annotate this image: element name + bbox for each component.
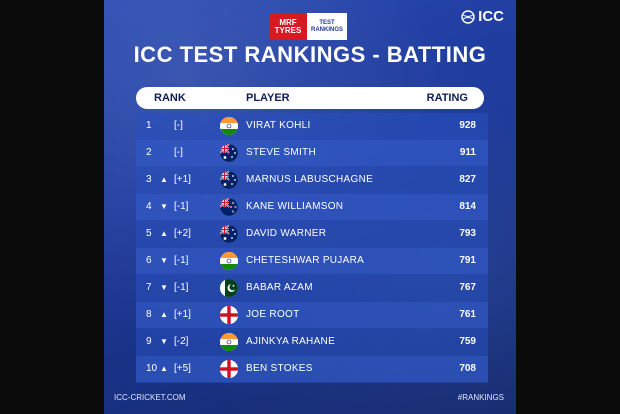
movement-arrow-icon: ▲ bbox=[160, 364, 168, 373]
rating-cell: 814 bbox=[459, 201, 476, 212]
rank-cell: 7 bbox=[146, 282, 152, 293]
table-row: 10 ▲ [+5] Ben Stokes 708 bbox=[136, 356, 488, 382]
australia-flag-icon bbox=[220, 171, 238, 189]
new-zealand-flag-icon bbox=[220, 198, 238, 216]
movement-cell: [-] bbox=[174, 120, 183, 131]
movement-arrow-icon: ▼ bbox=[160, 256, 168, 265]
player-name: Joe Root bbox=[246, 309, 300, 320]
movement-arrow-icon: ▼ bbox=[160, 337, 168, 346]
player-name: Cheteshwar Pujara bbox=[246, 255, 365, 266]
movement-cell: [-1] bbox=[174, 255, 189, 266]
movement-cell: [+1] bbox=[174, 174, 191, 185]
icc-logo: ICC bbox=[461, 8, 504, 25]
table-header: RANK PLAYER RATING bbox=[136, 87, 484, 109]
table-row: 5 ▲ [+2] David Warner 793 bbox=[136, 221, 488, 247]
footer: ICC-CRICKET.COM #RANKINGS bbox=[104, 393, 516, 407]
movement-arrow-icon: ▲ bbox=[160, 310, 168, 319]
england-flag-icon bbox=[220, 360, 238, 378]
australia-flag-icon bbox=[220, 144, 238, 162]
movement-cell: [+5] bbox=[174, 363, 191, 374]
player-name: Kane Williamson bbox=[246, 201, 344, 212]
player-name: Virat Kohli bbox=[246, 120, 311, 131]
england-flag-icon bbox=[220, 306, 238, 324]
website-url: ICC-CRICKET.COM bbox=[114, 393, 186, 402]
table-row: 1 [-] Virat Kohli 928 bbox=[136, 113, 488, 139]
hashtag: #RANKINGS bbox=[457, 393, 504, 402]
sponsor-logo: MRF TYRES TEST RANKINGS bbox=[269, 13, 347, 40]
test-rankings-logo: TEST RANKINGS bbox=[307, 13, 347, 40]
india-flag-icon bbox=[220, 117, 238, 135]
rankings-card: MRF TYRES TEST RANKINGS ICC ICC TEST RAN… bbox=[104, 0, 516, 414]
rank-cell: 2 bbox=[146, 147, 152, 158]
rating-cell: 911 bbox=[459, 147, 476, 158]
movement-arrow-icon: ▼ bbox=[160, 202, 168, 211]
page-title: ICC TEST RANKINGS - BATTING bbox=[133, 42, 487, 67]
rating-cell: 759 bbox=[459, 336, 476, 347]
india-flag-icon bbox=[220, 252, 238, 270]
player-name: Steve Smith bbox=[246, 147, 316, 158]
movement-cell: [-] bbox=[174, 147, 183, 158]
player-name: Marnus Labuschagne bbox=[246, 174, 374, 185]
rating-cell: 708 bbox=[459, 363, 476, 374]
movement-arrow-icon: ▲ bbox=[160, 229, 168, 238]
player-name: Ben Stokes bbox=[246, 363, 313, 374]
rating-cell: 827 bbox=[459, 174, 476, 185]
table-row: 6 ▼ [-1] Cheteshwar Pujara 791 bbox=[136, 248, 488, 274]
india-flag-icon bbox=[220, 333, 238, 351]
player-name: David Warner bbox=[246, 228, 327, 239]
table-row: 7 ▼ [-1] Babar Azam 767 bbox=[136, 275, 488, 301]
mrf-tyres-logo: MRF TYRES bbox=[269, 13, 307, 40]
rank-column-header: RANK bbox=[154, 92, 186, 104]
rating-cell: 767 bbox=[459, 282, 476, 293]
rating-cell: 791 bbox=[459, 255, 476, 266]
table-row: 2 [-] Steve Smith 911 bbox=[136, 140, 488, 166]
rating-cell: 793 bbox=[459, 228, 476, 239]
pakistan-flag-icon bbox=[220, 279, 238, 297]
rank-cell: 9 bbox=[146, 336, 152, 347]
movement-cell: [-1] bbox=[174, 282, 189, 293]
player-name: Ajinkya Rahane bbox=[246, 336, 336, 347]
movement-cell: [-2] bbox=[174, 336, 189, 347]
player-name: Babar Azam bbox=[246, 282, 313, 293]
table-row: 3 ▲ [+1] Marnus Labuschagne 827 bbox=[136, 167, 488, 193]
rank-cell: 6 bbox=[146, 255, 152, 266]
table-row: 8 ▲ [+1] Joe Root 761 bbox=[136, 302, 488, 328]
rank-cell: 8 bbox=[146, 309, 152, 320]
table-row: 9 ▼ [-2] Ajinkya Rahane 759 bbox=[136, 329, 488, 355]
rating-cell: 928 bbox=[459, 120, 476, 131]
movement-cell: [+1] bbox=[174, 309, 191, 320]
rank-cell: 1 bbox=[146, 120, 152, 131]
rankings-table: 1 [-] Virat Kohli 928 2 [-] Steve Smith 911 3 ▲ [+… bbox=[136, 113, 488, 383]
rank-cell: 3 bbox=[146, 174, 152, 185]
rank-cell: 5 bbox=[146, 228, 152, 239]
movement-arrow-icon: ▼ bbox=[160, 283, 168, 292]
icc-logo-text: ICC bbox=[478, 8, 504, 25]
table-row: 4 ▼ [-1] Kane Williamson 814 bbox=[136, 194, 488, 220]
rating-column-header: RATING bbox=[426, 92, 468, 104]
rank-cell: 10 bbox=[146, 363, 158, 374]
movement-arrow-icon: ▲ bbox=[160, 175, 168, 184]
player-column-header: PLAYER bbox=[246, 92, 290, 104]
movement-cell: [-1] bbox=[174, 201, 189, 212]
rank-cell: 4 bbox=[146, 201, 152, 212]
icc-globe-icon bbox=[461, 9, 475, 24]
australia-flag-icon bbox=[220, 225, 238, 243]
rating-cell: 761 bbox=[459, 309, 476, 320]
movement-cell: [+2] bbox=[174, 228, 191, 239]
